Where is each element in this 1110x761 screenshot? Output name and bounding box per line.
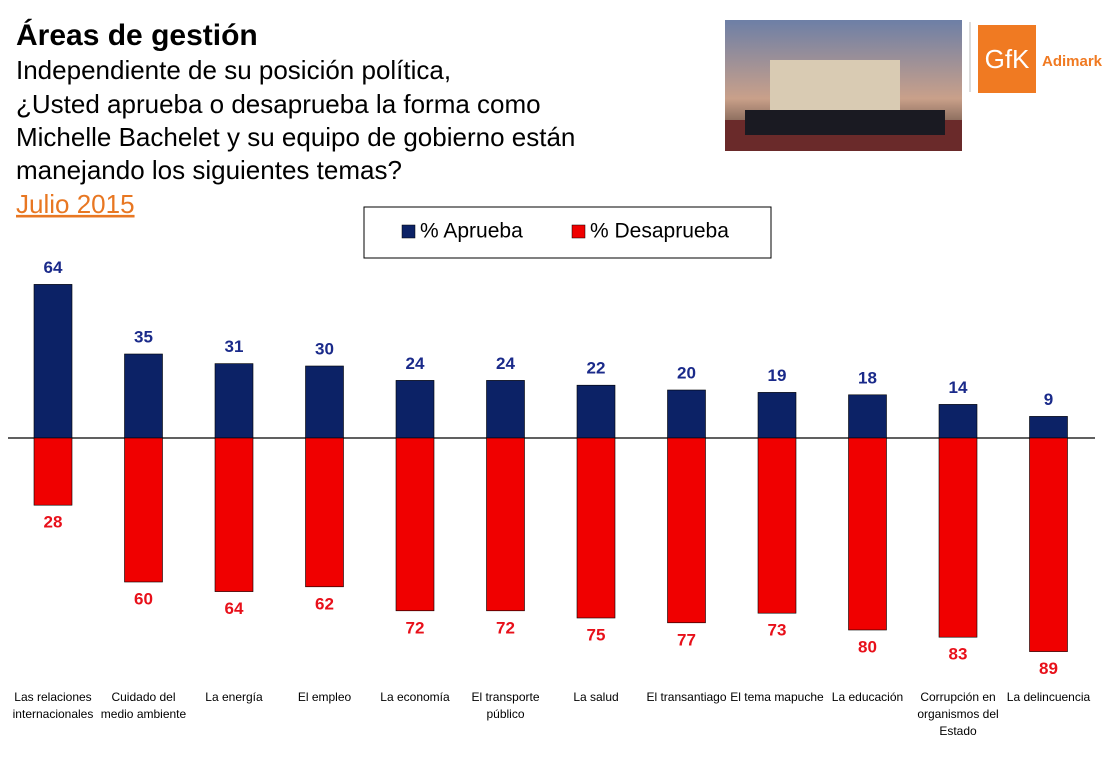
bar [214,363,254,439]
legend-swatch [571,224,586,239]
x-tick-label: La energía [205,690,263,704]
value-label: 80 [858,637,877,656]
x-tick-label: La salud [573,690,619,704]
x-tick-label: Corrupción en organismos del Estado [917,690,999,738]
value-label: 64 [44,258,63,277]
value-label: 64 [225,599,244,618]
logo-mark: GfK [985,44,1030,74]
logo-box [978,25,1036,93]
bar [305,365,344,439]
value-label: 73 [768,621,787,640]
value-label: 28 [44,513,63,532]
bar [848,437,887,631]
bar [757,437,797,614]
photo [725,20,962,151]
bar [938,437,978,638]
value-label: 89 [1039,659,1058,678]
value-label: 35 [134,327,153,346]
x-tick-label: Las relaciones internacionales [12,690,94,721]
bar [486,380,525,439]
subtitle: Independiente de su posición política, [16,55,451,85]
x-tick-label: El empleo [297,690,352,704]
chart-title: Áreas de gestión [16,18,258,52]
bar [576,384,616,439]
value-label: 30 [315,339,334,358]
bar [667,437,706,624]
bar [1029,437,1068,652]
value-label: 72 [406,618,425,637]
bar [395,437,435,612]
bar [124,437,163,583]
bar [305,437,344,588]
legend-label: % Aprueba [420,220,523,243]
value-label: 72 [496,618,515,637]
value-label: 83 [949,645,968,664]
date: Julio 2015 [16,189,135,219]
value-label: 18 [858,368,877,387]
bar [848,394,887,439]
bar [757,392,797,439]
bar [1029,416,1068,439]
x-tick-label: La educación [831,690,904,704]
x-tick-label: El transantiago [646,690,727,704]
bar [667,389,706,439]
bar [214,437,254,592]
value-label: 20 [677,363,696,382]
bar [395,380,435,439]
legend-swatch [401,224,416,239]
value-label: 24 [406,354,425,373]
value-label: 77 [677,630,696,649]
bar [124,353,163,439]
bar [576,437,616,619]
x-tick-label: La delincuencia [1006,690,1091,704]
value-label: 62 [315,594,334,613]
bar [33,437,73,506]
x-tick-label: La economía [380,690,450,704]
x-tick-label: El tema mapuche [730,690,824,704]
x-tick-label: Cuidado del medio ambiente [100,690,187,721]
value-label: 22 [587,359,606,378]
subtitle: ¿Usted aprueba o desaprueba la forma com… [16,89,541,119]
bar [33,284,73,439]
bar [486,437,525,612]
value-label: 75 [587,625,606,644]
legend-label: % Desaprueba [590,220,729,243]
logo-name: Adimark [1042,53,1103,70]
value-label: 24 [496,354,515,373]
value-label: 31 [225,337,244,356]
value-label: 9 [1044,390,1053,409]
value-label: 60 [134,589,153,608]
subtitle: manejando los siguientes temas? [16,155,402,185]
subtitle: Michelle Bachelet y su equipo de gobiern… [16,122,575,152]
legend-box [363,206,772,259]
value-label: 14 [949,378,968,397]
bar [938,404,978,439]
x-tick-label: El transporte público [471,690,540,721]
value-label: 19 [768,366,787,385]
